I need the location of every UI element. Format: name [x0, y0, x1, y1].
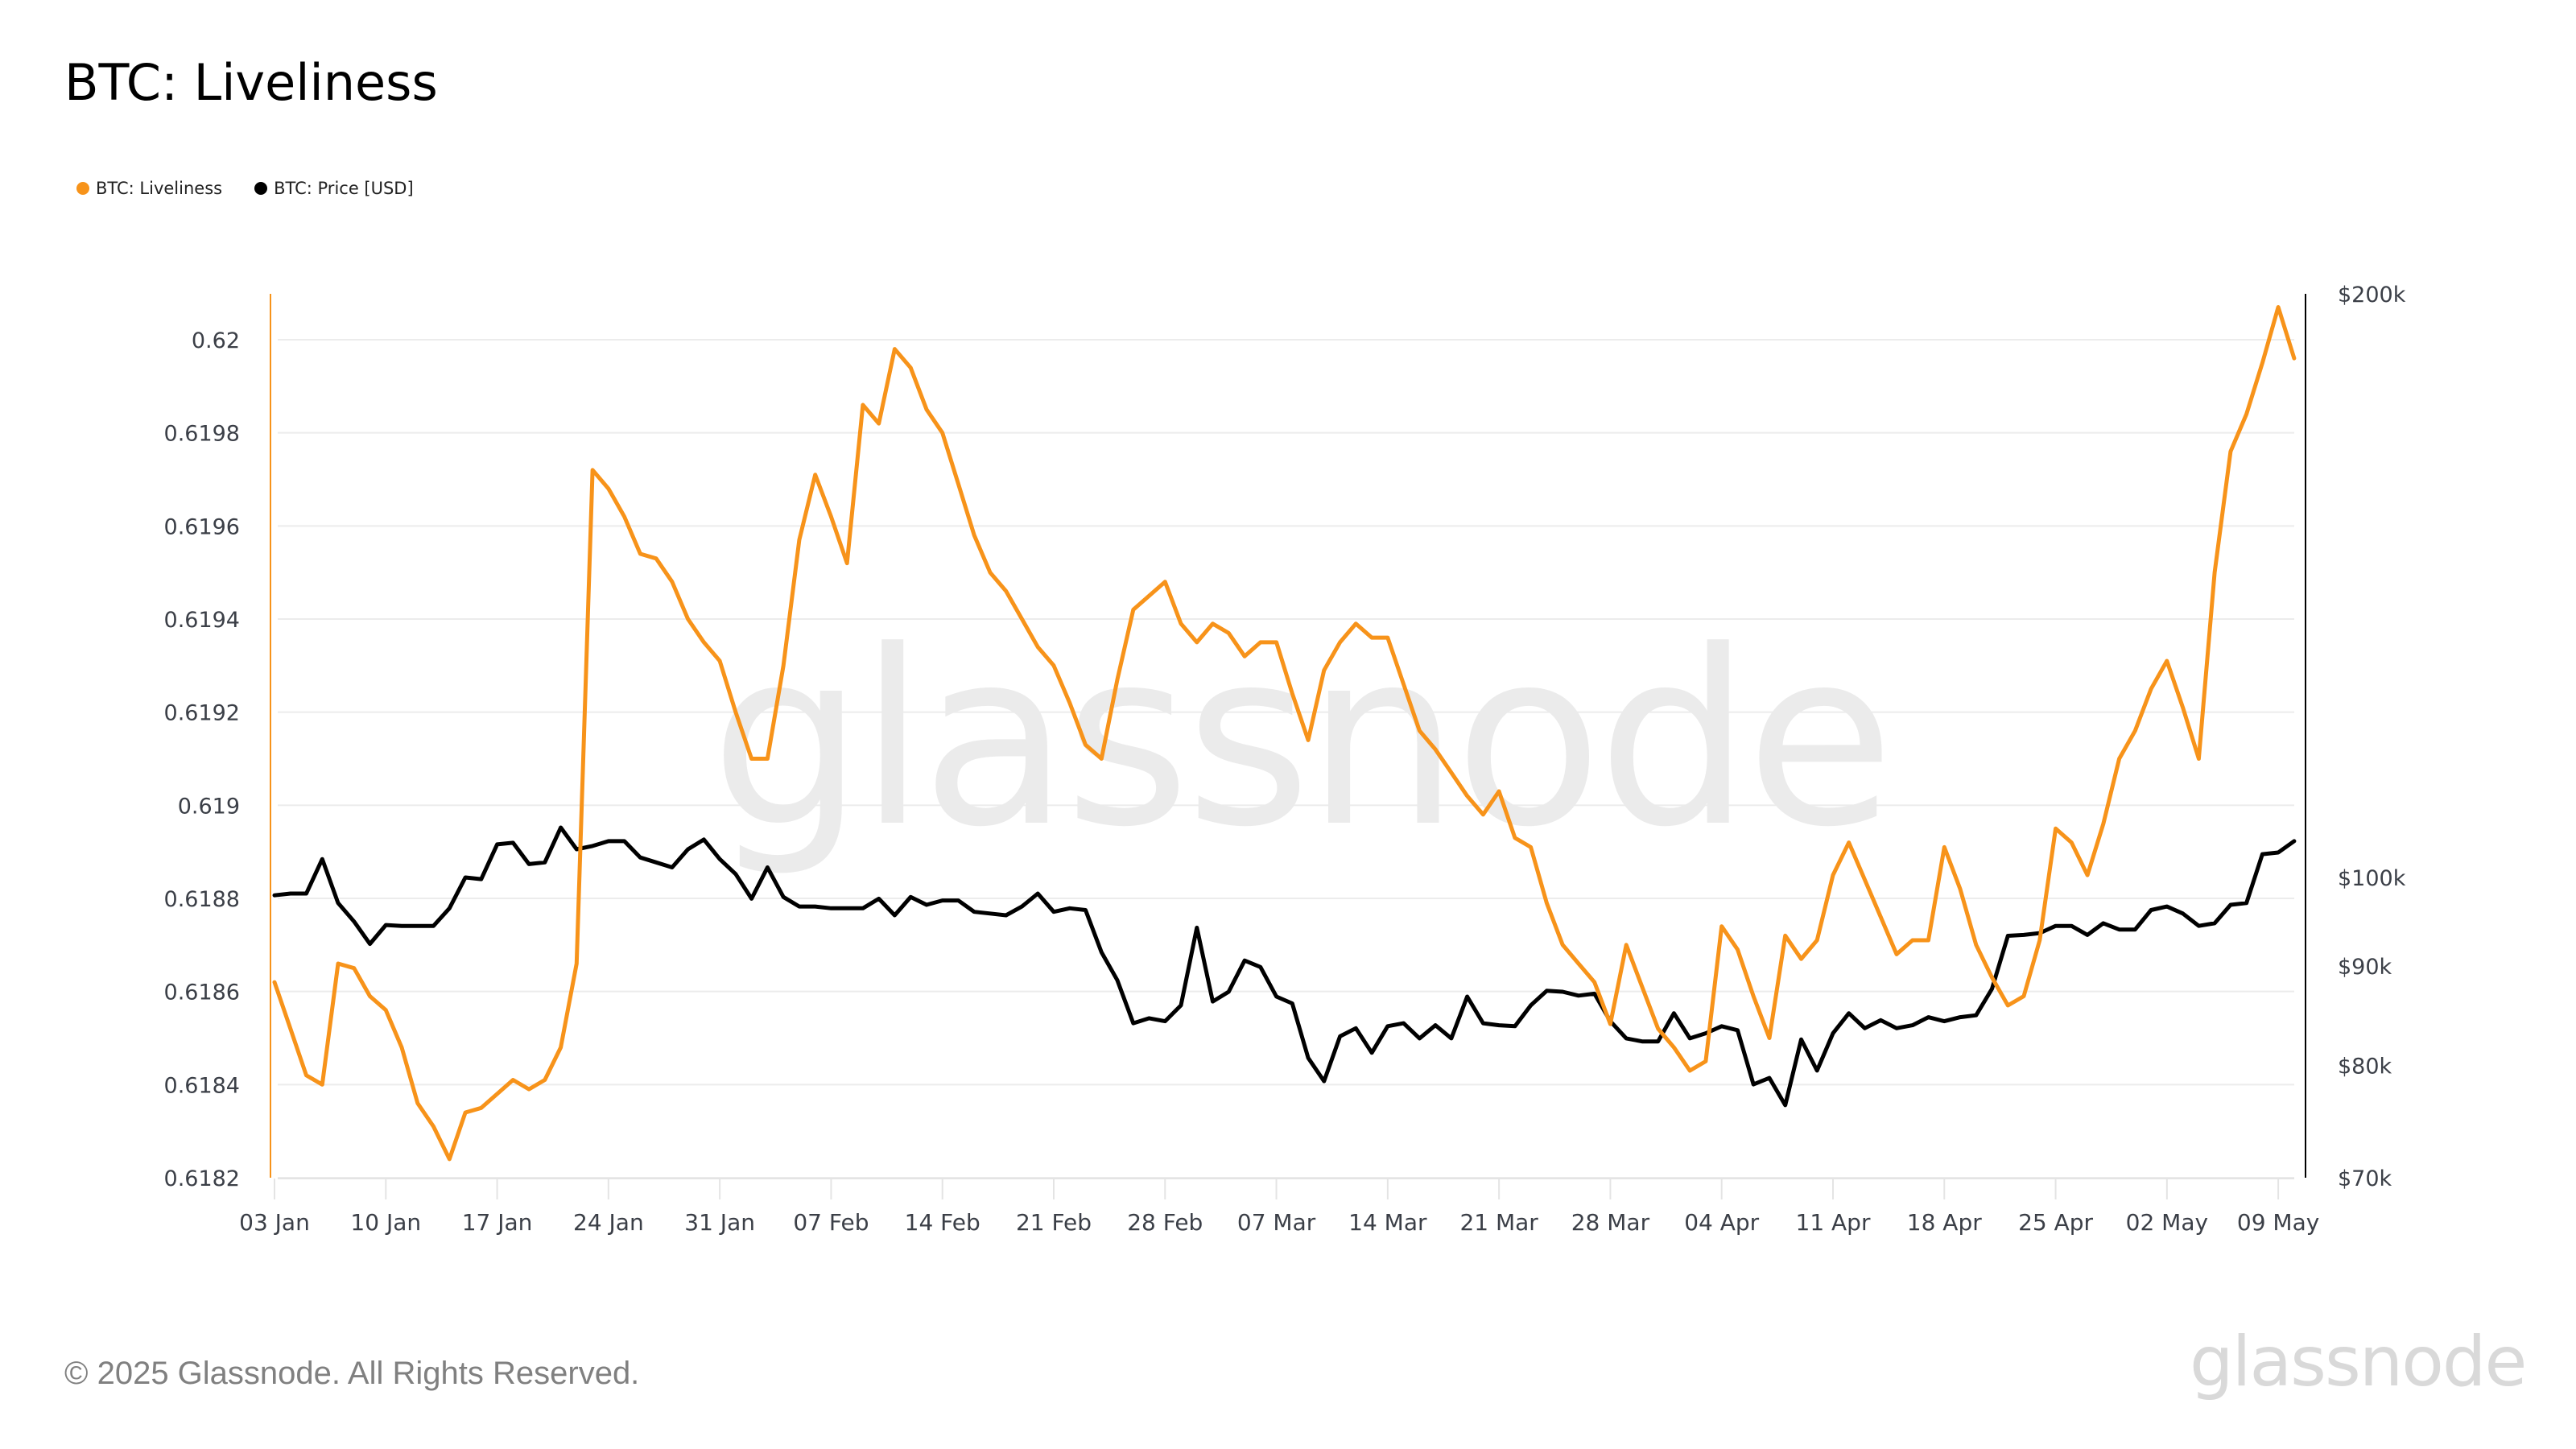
- y-right-tick-label: $100k: [2338, 866, 2406, 891]
- y-axis-left: 0.62 0.6198 0.6196 0.6194 0.6192 0.619 0.6188 0…: [164, 328, 240, 1191]
- y-left-tick-label: 0.6188: [164, 887, 240, 912]
- x-tick-label: 21 Mar: [1459, 1209, 1538, 1236]
- x-tick-label: 14 Feb: [905, 1209, 980, 1236]
- y-left-tick-label: 0.6198: [164, 422, 240, 447]
- legend-dot-icon: [76, 182, 89, 195]
- x-tick-label: 09 May: [2237, 1209, 2319, 1236]
- y-right-tick-label: $200k: [2338, 283, 2406, 308]
- x-axis: 03 Jan 10 Jan 17 Jan 24 Jan 31 Jan 07 Feb 14 F…: [239, 1178, 2319, 1236]
- x-tick-label: 10 Jan: [350, 1209, 421, 1236]
- x-tick-label: 04 Apr: [1684, 1209, 1759, 1236]
- x-tick-label: 18 Apr: [1907, 1209, 1982, 1236]
- y-left-tick-label: 0.6184: [164, 1073, 240, 1098]
- y-right-tick-label: $80k: [2338, 1054, 2392, 1079]
- watermark-logo: glassnode: [711, 599, 1890, 880]
- legend-dot-icon: [254, 182, 268, 195]
- x-tick-label: 28 Feb: [1127, 1209, 1203, 1236]
- y-left-tick-label: 0.6182: [164, 1166, 240, 1191]
- x-tick-label: 25 Apr: [2018, 1209, 2093, 1236]
- price-series-line[interactable]: [272, 825, 2297, 1108]
- y-left-tick-label: 0.619: [178, 794, 240, 819]
- x-tick-label: 28 Mar: [1571, 1209, 1650, 1236]
- x-tick-label: 07 Mar: [1237, 1209, 1316, 1236]
- legend-label: BTC: Liveliness: [96, 179, 223, 198]
- x-tick-label: 03 Jan: [239, 1209, 310, 1236]
- chart-title: BTC: Liveliness: [64, 53, 438, 112]
- legend-item-price[interactable]: BTC: Price [USD]: [254, 179, 414, 198]
- legend: BTC: Liveliness BTC: Price [USD]: [76, 179, 414, 198]
- x-tick-label: 31 Jan: [684, 1209, 755, 1236]
- y-left-tick-label: 0.62: [192, 328, 240, 353]
- y-left-tick-label: 0.6192: [164, 701, 240, 726]
- x-tick-label: 02 May: [2126, 1209, 2208, 1236]
- legend-item-liveliness[interactable]: BTC: Liveliness: [76, 179, 222, 198]
- x-tick-label: 17 Jan: [462, 1209, 533, 1236]
- y-axis-right: $200k $100k $90k $80k $70k: [2338, 283, 2406, 1191]
- y-left-tick-label: 0.6186: [164, 980, 240, 1005]
- x-tick-label: 11 Apr: [1796, 1209, 1871, 1236]
- y-left-tick-label: 0.6196: [164, 514, 240, 539]
- y-right-tick-label: $70k: [2338, 1166, 2392, 1191]
- glassnode-logo: glassnode: [2190, 1322, 2527, 1402]
- x-tick-label: 14 Mar: [1348, 1209, 1427, 1236]
- x-tick-label: 21 Feb: [1016, 1209, 1092, 1236]
- y-right-tick-label: $90k: [2338, 955, 2392, 980]
- copyright-text: © 2025 Glassnode. All Rights Reserved.: [64, 1356, 640, 1391]
- y-left-tick-label: 0.6194: [164, 608, 240, 633]
- legend-label: BTC: Price [USD]: [274, 179, 414, 198]
- x-tick-label: 24 Jan: [573, 1209, 644, 1236]
- liveliness-series-line[interactable]: [272, 305, 2297, 1162]
- x-tick-label: 07 Feb: [793, 1209, 869, 1236]
